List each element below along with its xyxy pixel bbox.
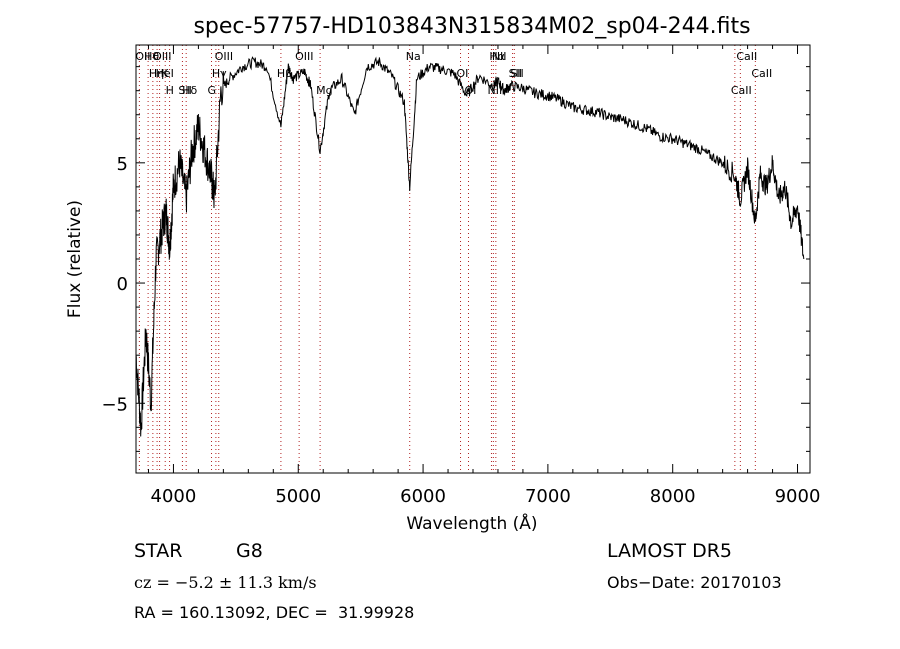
object-subclass: G8 [236, 540, 263, 562]
x-tick-label: 9000 [775, 486, 821, 507]
line-label: G [208, 84, 217, 97]
y-tick-label: 0 [117, 274, 128, 295]
line-label: OII [135, 50, 150, 63]
line-label: SII [510, 67, 523, 80]
line-label: Hδ [182, 84, 197, 97]
y-tick-label: 5 [117, 154, 128, 175]
line-label: CaII [736, 50, 757, 63]
obs-date: Obs−Date: 20170103 [607, 573, 782, 592]
spectrum-line [136, 56, 805, 437]
y-tick-label: −5 [101, 394, 128, 415]
line-label: OIII [153, 50, 171, 63]
line-label: H [166, 84, 174, 97]
line-label: Na [406, 50, 421, 63]
chart-title: spec-57757-HD103843N315834M02_sp04-244.f… [193, 14, 750, 39]
line-label: OIII [215, 50, 233, 63]
x-tick-label: 6000 [400, 486, 446, 507]
line-label: CaII [751, 67, 772, 80]
line-label: CaII [731, 84, 752, 97]
line-label: Hα [489, 50, 505, 63]
ra-dec: RA = 160.13092, DEC = 31.99928 [134, 603, 415, 622]
x-tick-label: 7000 [525, 486, 571, 507]
line-label: Hθ [144, 50, 159, 63]
redshift-text: cz = −5.2 ± 11.3 km/s [134, 573, 317, 592]
x-tick-label: 4000 [151, 486, 197, 507]
line-label: NII [492, 50, 507, 63]
plot-frame [135, 44, 811, 474]
x-axis-label: Wavelength (Å) [406, 512, 537, 534]
line-label: SII [178, 84, 191, 97]
line-label: Mg [316, 84, 332, 97]
line-label: OI [457, 67, 469, 80]
line-label: Hγ [212, 67, 227, 80]
line-label: HeI [156, 67, 174, 80]
line-label: K [161, 67, 169, 80]
y-axis-label: Flux (relative) [65, 200, 85, 318]
line-label: OI [465, 84, 477, 97]
line-label: Hβ [277, 67, 292, 80]
line-label: OIII [295, 50, 313, 63]
x-tick-label: 8000 [650, 486, 696, 507]
line-label: Hη [149, 67, 164, 80]
x-tick-label: 5000 [275, 486, 321, 507]
survey-label: LAMOST DR5 [607, 540, 732, 562]
line-label: NII [487, 84, 502, 97]
line-label: SII [509, 67, 522, 80]
object-class: STAR [134, 540, 183, 562]
